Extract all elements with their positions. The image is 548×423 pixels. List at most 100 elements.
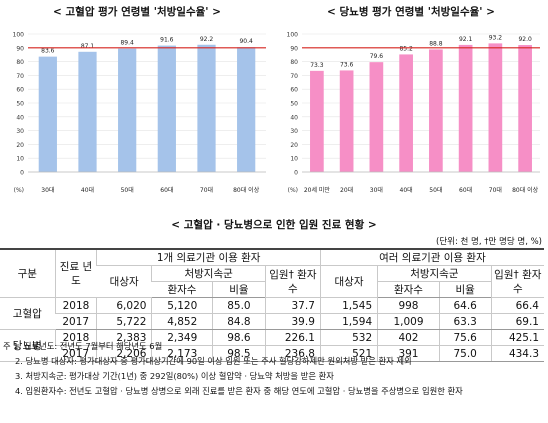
bar	[339, 70, 354, 172]
x-tick-label: 70대	[200, 186, 213, 194]
cell: 98.5	[212, 345, 266, 362]
data-label: 90.4	[239, 38, 253, 45]
cell: 532	[319, 329, 378, 346]
bar	[197, 44, 216, 172]
header-targets-2: 대상자	[319, 265, 378, 298]
bar	[38, 56, 57, 172]
data-label: 83.6	[41, 48, 55, 55]
cell: 1,009	[377, 313, 440, 330]
y-tick-label: 100	[287, 32, 299, 39]
y-tick-label: 50	[16, 101, 24, 108]
y-tick-label: 0	[294, 170, 298, 177]
cell: 2,173	[151, 345, 213, 362]
bar	[118, 48, 137, 172]
x-tick-label: 60대	[459, 186, 472, 194]
cell: 434.3	[490, 345, 544, 362]
header-ratio-1: 비율	[212, 281, 266, 298]
y-tick-label: 70	[16, 73, 24, 80]
header-year: 진료 년도	[54, 248, 97, 298]
cell: 37.7	[264, 297, 321, 314]
footnote: 주 1. 진료년도: 전년도 7월부터 해당년도 6월	[3, 341, 163, 351]
bar	[458, 44, 473, 172]
header-patients-1: 환자수	[151, 281, 213, 298]
y-tick-label: 10	[16, 156, 24, 163]
cell: 2,349	[151, 329, 213, 346]
cell: 75.6	[438, 329, 492, 346]
cell: 391	[377, 345, 440, 362]
bar	[488, 43, 503, 172]
header-prescribed-2: 처방지속군	[377, 265, 492, 282]
header-admission-1: 입원† 환자수	[264, 265, 321, 298]
x-tick-label: 80대 이상	[233, 186, 260, 194]
cell: 521	[319, 345, 378, 362]
cell: 226.1	[264, 329, 321, 346]
footnotes: 주 1. 진료년도: 전년도 7월부터 해당년도 6월 2. 당뇨병 대상자: …	[3, 339, 463, 399]
cell: 2,206	[96, 345, 152, 362]
header-ratio-2: 비율	[438, 281, 492, 298]
cell: 236.8	[264, 345, 321, 362]
footnote: 2. 당뇨병 대상자: 평가대상자 중 평가대상기간에 90일 이상 입원 또는…	[15, 356, 412, 366]
row-year: 2018	[54, 297, 97, 314]
row-disease-diabetes: 당뇨병	[0, 329, 56, 362]
cell: 63.3	[438, 313, 492, 330]
row-disease-hypertension: 고혈압	[0, 297, 56, 330]
footnote: 4. 입원환자수: 전년도 고혈압 · 당뇨병 상병으로 외래 진료를 받은 환…	[15, 386, 463, 396]
bar	[518, 45, 532, 172]
y-unit-label: (%)	[14, 187, 24, 194]
data-label: 88.8	[429, 40, 443, 47]
y-tick-label: 40	[290, 114, 298, 121]
x-tick-label: 30대	[370, 186, 383, 194]
header-patients-2: 환자수	[377, 281, 440, 298]
data-label: 79.6	[370, 53, 384, 60]
table-title: < 고혈압 · 당뇨병으로 인한 입원 진료 현황 >	[171, 219, 377, 231]
data-label: 92.1	[459, 36, 473, 43]
footnote: 3. 처방지속군: 평가대상 기간(1년) 중 292일(80%) 이상 혈압약…	[15, 371, 334, 381]
y-tick-label: 10	[290, 156, 298, 163]
y-tick-label: 90	[290, 45, 298, 52]
x-tick-label: 50대	[429, 186, 442, 194]
y-tick-label: 80	[16, 59, 24, 66]
cell: 66.4	[490, 297, 544, 314]
y-tick-label: 60	[290, 87, 298, 94]
cell: 85.0	[212, 297, 266, 314]
y-tick-label: 40	[16, 114, 24, 121]
cell: 5,722	[96, 313, 152, 330]
header-admission-2: 입원† 환자수	[490, 265, 544, 298]
data-label: 93.2	[489, 34, 503, 41]
bar	[78, 51, 97, 172]
y-tick-label: 60	[16, 87, 24, 94]
cell: 998	[377, 297, 440, 314]
y-tick-label: 90	[16, 45, 24, 52]
y-tick-label: 70	[290, 73, 298, 80]
cell: 1,594	[319, 313, 378, 330]
x-tick-label: 40대	[400, 186, 413, 194]
x-tick-label: 50대	[121, 186, 134, 194]
cell: 64.6	[438, 297, 492, 314]
y-tick-label: 50	[290, 101, 298, 108]
bar	[429, 49, 443, 172]
hypertension-chart: 0 10 20 30 40 50 60 70 80 90 100 (%) 83.6 30대 87.1 40대 8…	[13, 32, 266, 194]
cell: 2,383	[96, 329, 152, 346]
data-label: 92.2	[200, 36, 214, 43]
x-tick-label: 70대	[489, 186, 502, 194]
cell: 5,120	[151, 297, 213, 314]
x-tick-label: 40대	[81, 186, 94, 194]
diabetes-chart-title: < 당뇨병 평가 연령별 '처방일수율' >	[327, 6, 495, 18]
data-label: 92.0	[518, 36, 532, 43]
row-year: 2017	[55, 313, 97, 330]
cell: 425.1	[490, 329, 544, 346]
bar	[157, 45, 176, 173]
header-group-multiple: 여러 의료기관 이용 환자	[319, 248, 544, 266]
x-tick-label: 80대 이상	[512, 186, 539, 194]
bar	[237, 47, 256, 172]
header-group-single: 1개 의료기관 이용 환자	[96, 248, 321, 266]
cell: 84.8	[212, 313, 266, 330]
x-tick-label: 20대	[340, 186, 353, 194]
bar	[310, 70, 324, 172]
y-tick-label: 30	[290, 128, 298, 135]
y-tick-label: 20	[16, 142, 24, 149]
cell: 4,852	[151, 313, 213, 330]
cell: 98.6	[212, 329, 266, 346]
y-tick-label: 0	[20, 170, 24, 177]
data-label: 91.6	[160, 37, 174, 44]
